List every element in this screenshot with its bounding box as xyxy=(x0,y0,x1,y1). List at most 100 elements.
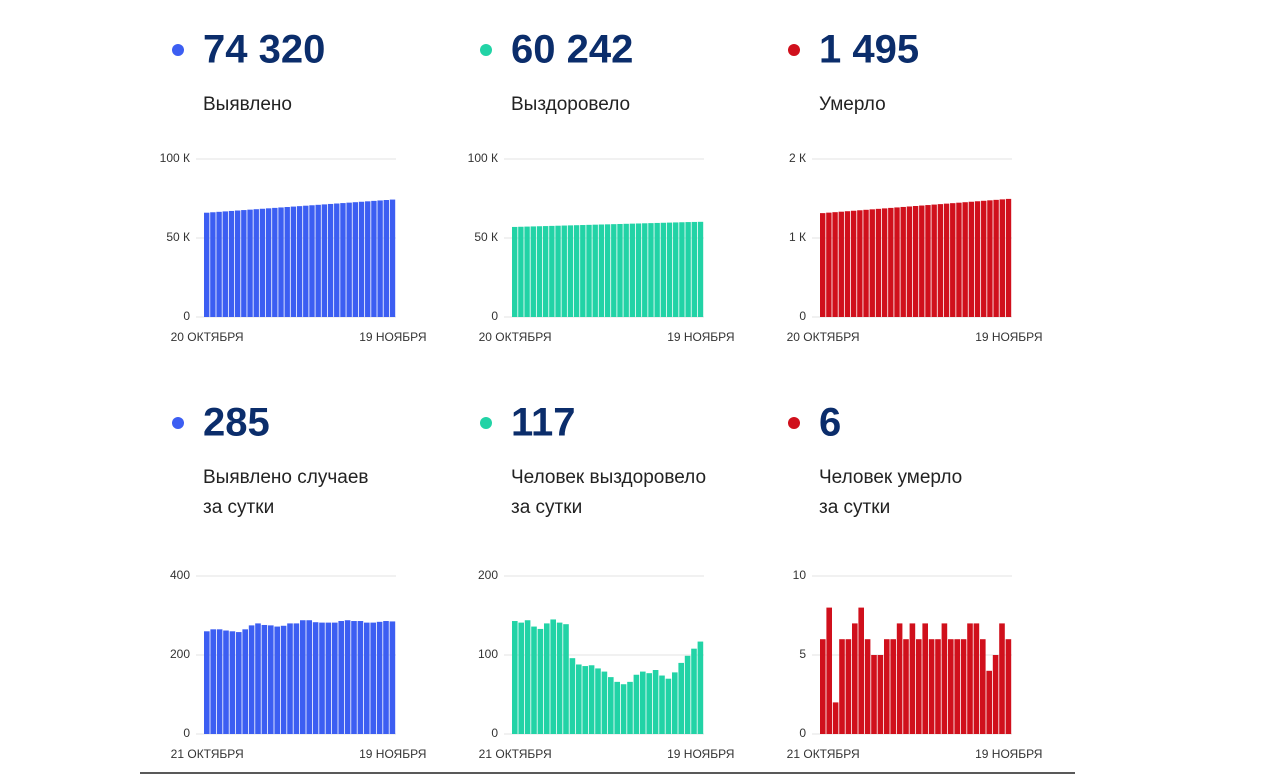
bar xyxy=(845,639,852,734)
bar xyxy=(601,671,608,734)
bar xyxy=(973,623,980,734)
bar xyxy=(561,225,567,317)
bar xyxy=(598,224,605,317)
bar xyxy=(588,665,595,734)
bar xyxy=(290,206,297,317)
bar xyxy=(906,206,913,317)
bar xyxy=(524,226,530,317)
status-dot xyxy=(788,44,800,56)
bar xyxy=(635,223,642,317)
bar xyxy=(604,224,611,317)
bar xyxy=(248,625,255,734)
bar xyxy=(309,205,315,317)
bar xyxy=(287,623,293,734)
y-tick-label: 1 К xyxy=(789,230,806,244)
status-dot xyxy=(172,417,184,429)
bar xyxy=(542,226,549,317)
bar xyxy=(620,684,627,734)
bar xyxy=(280,625,287,734)
bar xyxy=(931,204,937,317)
bar xyxy=(642,223,648,317)
bar xyxy=(319,622,325,734)
bar xyxy=(660,222,667,317)
bar xyxy=(665,678,672,734)
x-tick-label: 21 ОКТЯБРЯ xyxy=(171,747,244,761)
bar xyxy=(259,208,266,317)
x-tick-label: 19 НОЯБРЯ xyxy=(667,747,734,761)
bar xyxy=(875,208,882,317)
headline-number: 60 242 xyxy=(511,28,633,72)
bar xyxy=(370,622,376,734)
bar xyxy=(1005,198,1012,317)
headline-number: 6 xyxy=(819,401,841,445)
x-tick-label: 21 ОКТЯБРЯ xyxy=(479,747,552,761)
bar xyxy=(999,199,1006,317)
bar xyxy=(234,210,241,317)
bar xyxy=(941,623,948,734)
caption: Выявлено xyxy=(203,94,292,115)
bar xyxy=(617,223,623,317)
bar xyxy=(916,639,922,734)
status-dot xyxy=(480,44,492,56)
x-tick-label: 20 ОКТЯБРЯ xyxy=(479,330,552,344)
bar xyxy=(358,201,365,317)
bar xyxy=(890,639,896,734)
bar xyxy=(937,204,944,317)
bar xyxy=(300,620,306,734)
bar xyxy=(576,664,582,734)
bar xyxy=(968,201,975,317)
bar xyxy=(935,639,941,734)
bar xyxy=(365,201,371,317)
y-tick-label: 100 К xyxy=(160,151,190,165)
bar xyxy=(255,623,261,734)
bar xyxy=(364,622,370,734)
caption: Человек выздоровело xyxy=(511,467,706,488)
y-tick-label: 100 xyxy=(478,647,498,661)
x-tick-label: 19 НОЯБРЯ xyxy=(975,330,1042,344)
bar xyxy=(204,631,210,734)
bar xyxy=(210,212,216,317)
x-tick-label: 21 ОКТЯБРЯ xyxy=(787,747,860,761)
bar xyxy=(376,621,383,734)
headline-number: 1 495 xyxy=(819,28,919,72)
bar xyxy=(623,223,629,317)
bar xyxy=(943,203,950,317)
bar xyxy=(697,221,704,317)
bar xyxy=(691,648,697,734)
bar xyxy=(956,202,962,317)
bar xyxy=(216,629,223,734)
bar xyxy=(839,639,845,734)
bar xyxy=(536,226,543,317)
y-tick-label: 0 xyxy=(183,309,190,323)
bar xyxy=(832,212,838,317)
x-tick-label: 19 НОЯБРЯ xyxy=(359,330,426,344)
bar xyxy=(595,668,601,734)
bar xyxy=(334,203,340,317)
bar xyxy=(512,226,518,317)
caption: Выявлено случаев xyxy=(203,467,368,488)
bar xyxy=(555,225,561,317)
bar xyxy=(549,225,555,317)
y-tick-label: 0 xyxy=(799,726,806,740)
bar xyxy=(684,655,691,734)
bar xyxy=(633,674,640,734)
bar xyxy=(580,225,586,317)
bar xyxy=(888,207,894,317)
bar xyxy=(919,205,925,317)
bar xyxy=(820,639,826,734)
bar xyxy=(236,632,242,734)
x-tick-label: 20 ОКТЯБРЯ xyxy=(171,330,244,344)
headline-number: 117 xyxy=(511,401,576,445)
y-tick-label: 0 xyxy=(491,309,498,323)
bar xyxy=(685,222,691,317)
bar xyxy=(850,210,857,317)
caption: Выздоровело xyxy=(511,94,630,115)
bar xyxy=(877,655,884,734)
bar xyxy=(820,213,826,317)
bar xyxy=(1005,639,1012,734)
bar xyxy=(871,655,877,734)
bar xyxy=(344,620,351,734)
bar xyxy=(357,621,364,734)
bar xyxy=(679,222,685,317)
bar xyxy=(242,629,248,734)
